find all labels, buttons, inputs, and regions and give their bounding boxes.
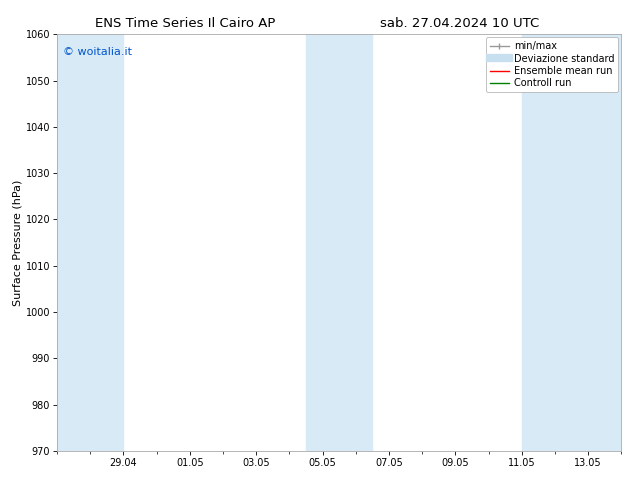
Bar: [522, 34, 621, 451]
Text: ENS Time Series Il Cairo AP: ENS Time Series Il Cairo AP: [95, 17, 276, 30]
Text: © woitalia.it: © woitalia.it: [63, 47, 132, 57]
Bar: [306, 34, 372, 451]
Text: sab. 27.04.2024 10 UTC: sab. 27.04.2024 10 UTC: [380, 17, 539, 30]
Y-axis label: Surface Pressure (hPa): Surface Pressure (hPa): [13, 179, 23, 306]
Bar: [57, 34, 124, 451]
Legend: min/max, Deviazione standard, Ensemble mean run, Controll run: min/max, Deviazione standard, Ensemble m…: [486, 37, 618, 92]
